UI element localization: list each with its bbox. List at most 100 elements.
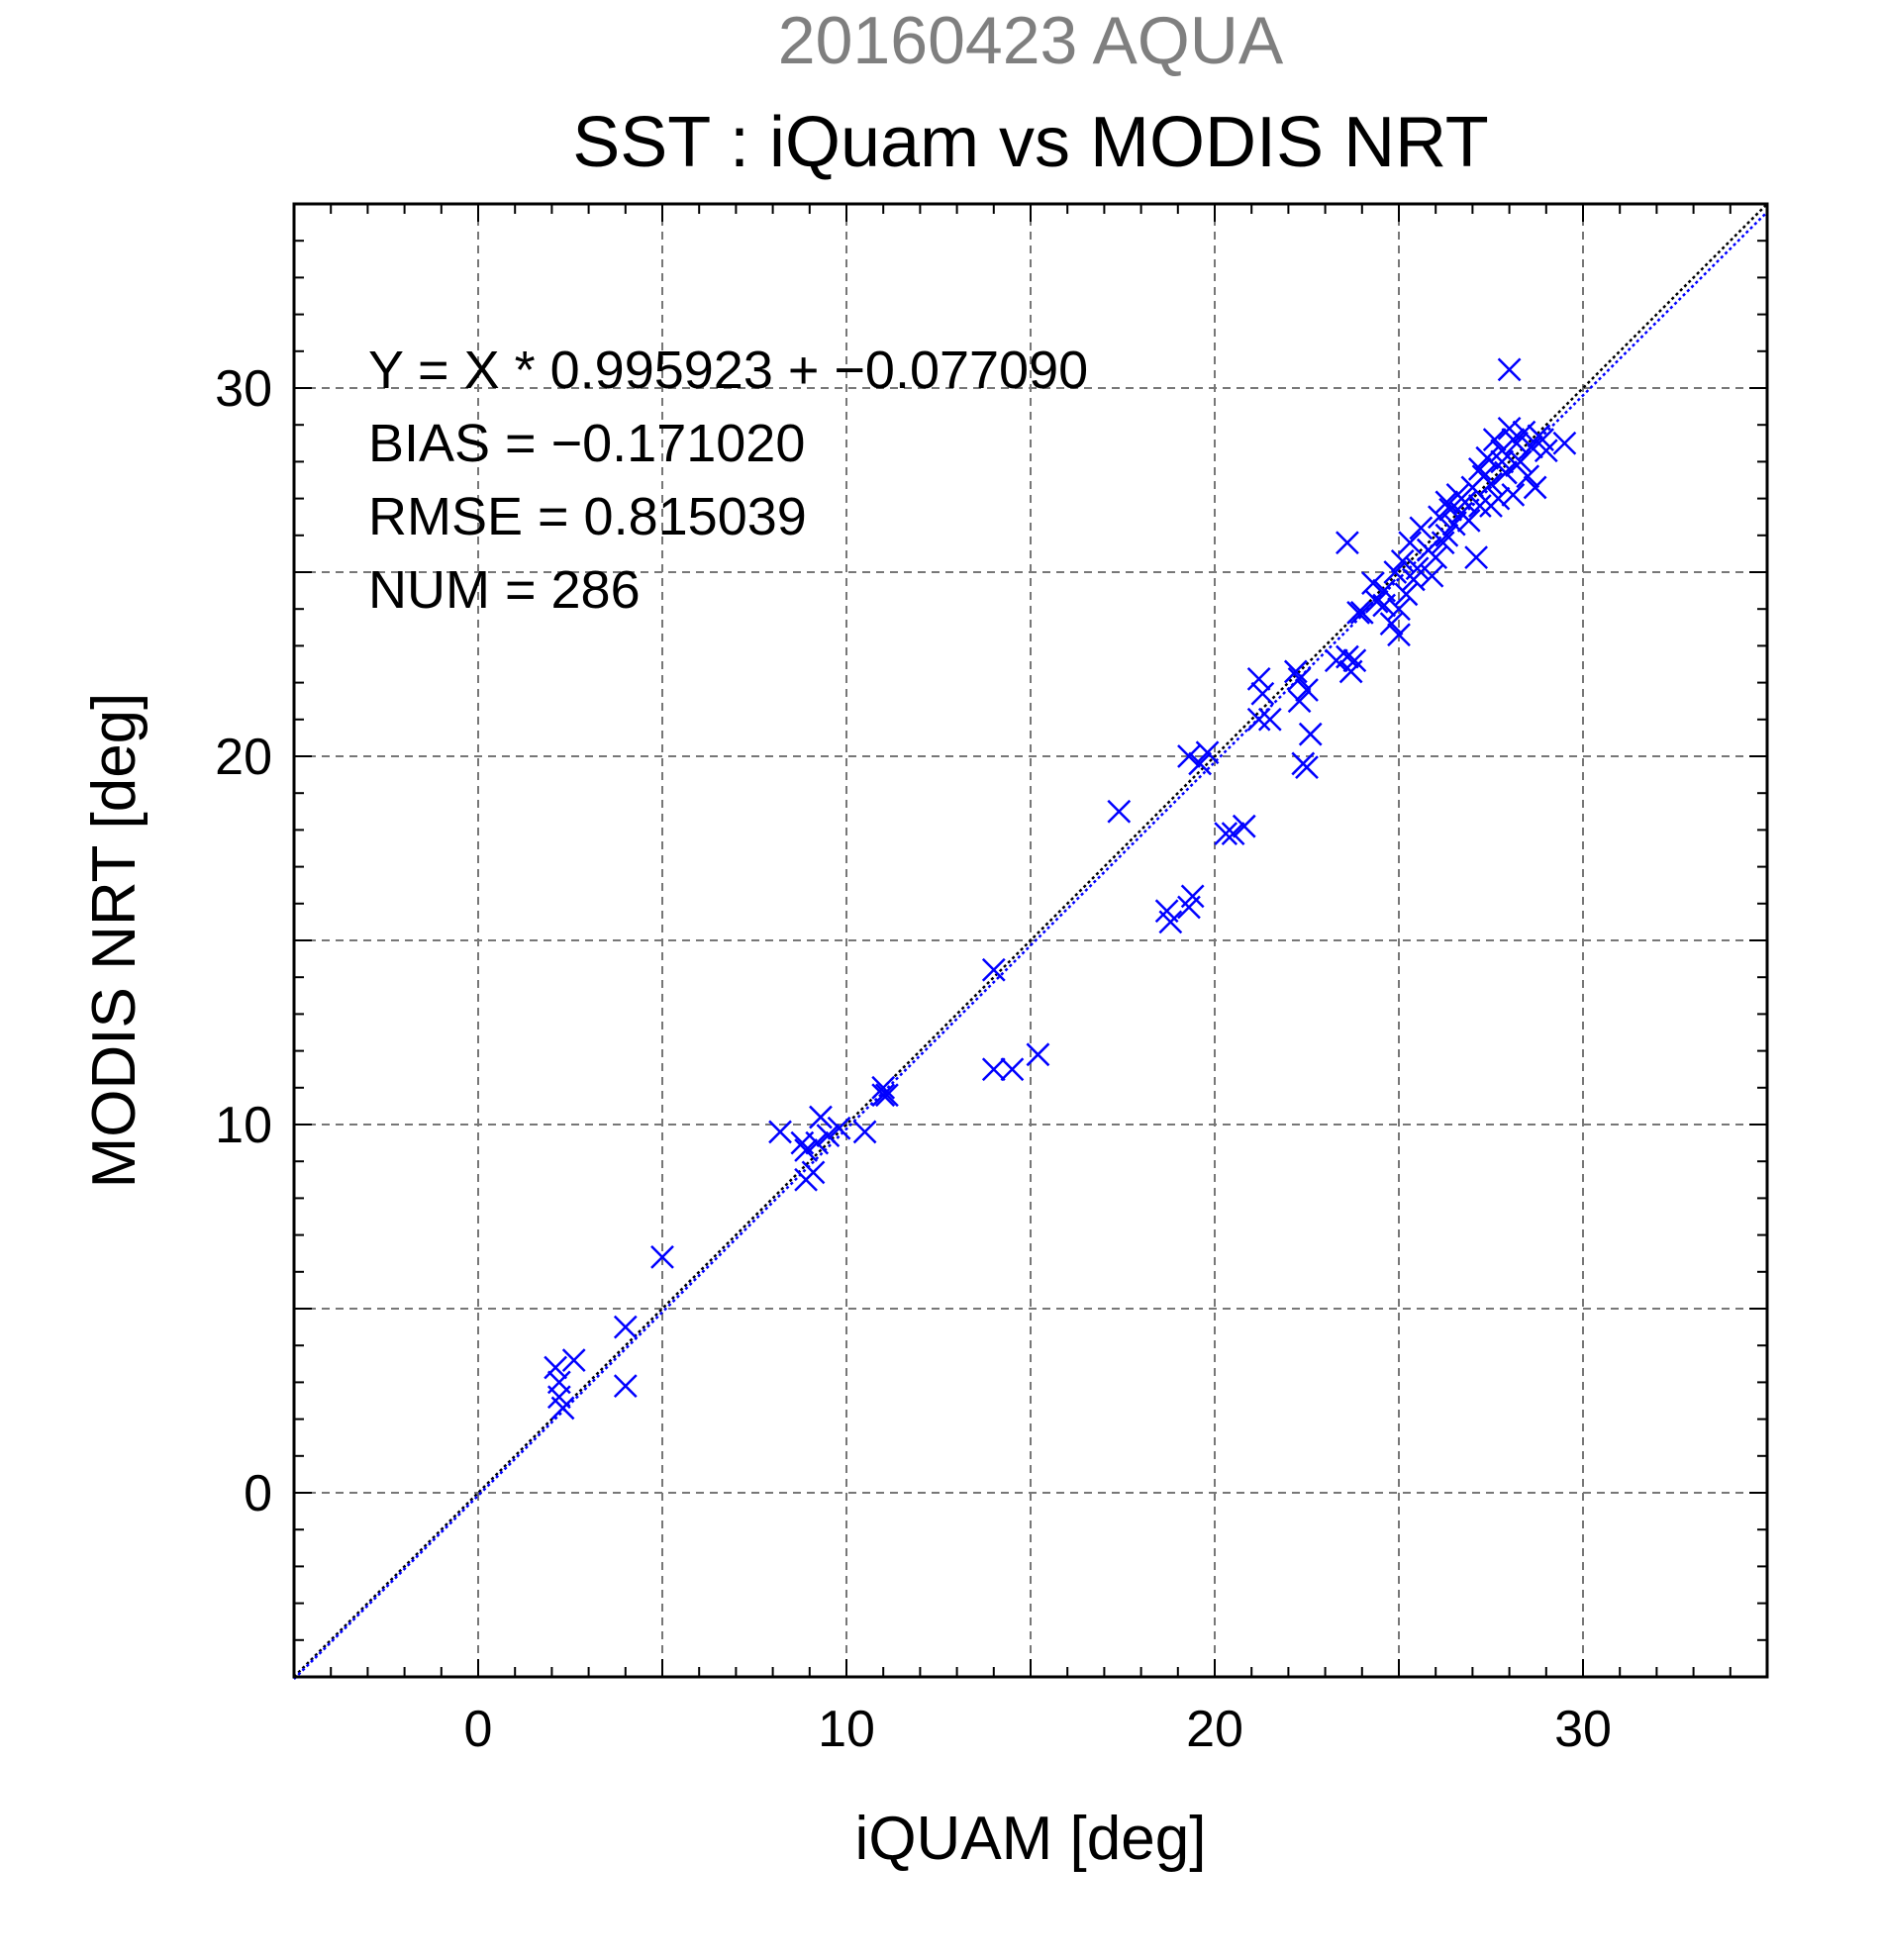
data-point [1177, 744, 1201, 768]
data-point [1479, 494, 1503, 518]
data-point [981, 1057, 1006, 1082]
regression-line [293, 211, 1768, 1680]
data-point [1456, 509, 1481, 533]
data-point [1398, 531, 1423, 555]
data-point [650, 1245, 674, 1269]
data-point [1420, 563, 1444, 588]
data-point [1409, 516, 1434, 540]
data-point [1497, 357, 1522, 382]
data-point [1158, 910, 1183, 934]
data-point [1464, 545, 1489, 570]
data-point [768, 1120, 792, 1144]
data-point [1390, 548, 1415, 573]
data-point [1490, 449, 1515, 474]
data-point [1295, 678, 1319, 702]
data-point [1512, 420, 1536, 444]
data-point [1424, 545, 1448, 570]
y-tick-label: 30 [215, 360, 272, 418]
data-point [1298, 722, 1323, 746]
data-point [816, 1124, 841, 1148]
data-point [1346, 601, 1370, 625]
bias-value: BIAS = −0.171020 [368, 414, 805, 473]
y-tick-label: 20 [215, 729, 272, 786]
data-point [981, 957, 1006, 982]
data-point [1221, 822, 1245, 846]
data-point [871, 1083, 896, 1108]
data-point [1379, 612, 1404, 636]
rmse-value: RMSE = 0.815039 [368, 487, 807, 546]
data-point [1026, 1042, 1050, 1067]
y-tick-labels: 0 10 20 30 [215, 360, 272, 1522]
chart-date-title: 20160423 AQUA [778, 3, 1284, 78]
data-point [1467, 456, 1492, 481]
x-tick-label: 20 [1186, 1701, 1243, 1758]
data-point [1501, 428, 1526, 451]
data-point [1394, 582, 1419, 607]
data-point [1364, 589, 1389, 614]
data-point [1552, 431, 1577, 455]
data-point [1479, 471, 1503, 496]
data-point [827, 1116, 851, 1140]
data-point [1361, 571, 1385, 596]
data-point [871, 1075, 896, 1100]
data-point [1246, 666, 1271, 691]
data-point [1435, 523, 1459, 547]
data-point [1214, 822, 1238, 846]
y-axis-label: MODIS NRT [deg] [80, 693, 148, 1189]
data-point [1383, 560, 1408, 584]
x-tick-label: 30 [1554, 1701, 1612, 1758]
data-point [1401, 567, 1426, 592]
data-point [1505, 453, 1529, 478]
y-tick-label: 10 [215, 1097, 272, 1154]
data-point [1195, 740, 1220, 765]
data-point [1250, 681, 1275, 706]
regression-equation: Y = X * 0.995923 + −0.077090 [368, 341, 1088, 400]
data-point [1336, 644, 1359, 669]
x-tick-label: 0 [464, 1701, 493, 1758]
y-tick-label: 0 [244, 1465, 272, 1522]
data-point [1387, 597, 1411, 622]
data-point [544, 1355, 568, 1380]
data-point [1428, 505, 1451, 530]
data-point [1283, 659, 1308, 684]
data-point [1336, 531, 1359, 555]
data-point [1232, 814, 1256, 838]
data-point [1257, 707, 1282, 732]
chart-main-title: SST : iQuam vs MODIS NRT [572, 103, 1489, 182]
data-point [1342, 648, 1367, 673]
data-point [809, 1105, 833, 1129]
data-point [613, 1374, 638, 1399]
data-point [1387, 623, 1411, 647]
data-point [1246, 707, 1271, 732]
data-point [1107, 799, 1132, 824]
data-point [613, 1315, 638, 1339]
data-point [1287, 689, 1312, 714]
data-point [1295, 755, 1319, 780]
data-point [794, 1138, 818, 1162]
data-point [1431, 531, 1455, 555]
x-tick-labels: 0 10 20 30 [464, 1701, 1612, 1758]
data-point [550, 1396, 575, 1421]
data-point [1453, 490, 1477, 515]
data-point [1501, 482, 1526, 507]
data-point [1475, 445, 1500, 470]
data-point [1523, 475, 1547, 500]
plot-frame [292, 202, 1769, 1679]
sample-count: NUM = 286 [368, 560, 641, 620]
x-tick-label: 10 [818, 1701, 875, 1758]
data-point [1349, 601, 1374, 625]
data-point [1534, 439, 1558, 463]
data-point [1000, 1057, 1025, 1082]
data-point [1188, 751, 1213, 776]
data-point [852, 1120, 877, 1144]
x-axis-label: iQUAM [deg] [855, 1805, 1207, 1873]
data-point [561, 1348, 586, 1372]
data-point [1520, 435, 1543, 459]
data-point [1372, 593, 1397, 618]
data-point [1467, 494, 1492, 518]
data-point [875, 1083, 899, 1108]
data-point [1180, 884, 1205, 909]
data-point [1482, 428, 1507, 451]
data-point [801, 1160, 826, 1185]
